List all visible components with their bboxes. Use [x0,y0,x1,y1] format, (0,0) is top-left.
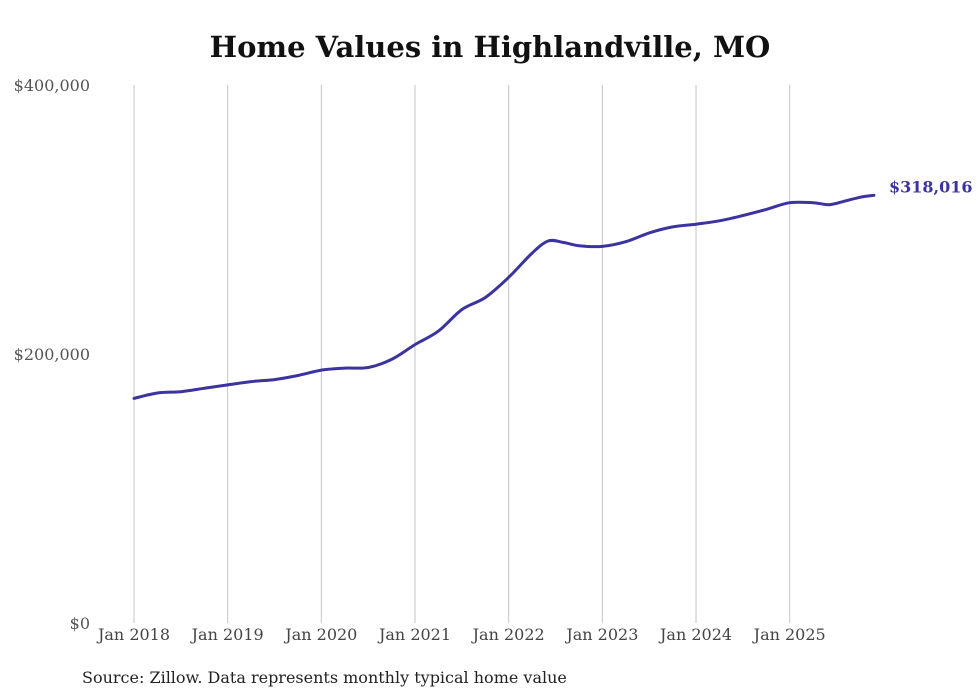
chart-title: Home Values in Highlandville, MO [209,30,771,64]
gridlines [133,85,791,623]
x-tick-label: Jan 2019 [190,625,264,644]
y-tick-label: $0 [70,614,90,633]
series-line-home-value [132,193,876,400]
x-tick-label: Jan 2022 [471,625,545,644]
x-axis-ticks: Jan 2018 Jan 2019 Jan 2020 Jan 2021 Jan 2022… [96,625,826,644]
x-tick-label: Jan 2021 [377,625,451,644]
x-tick-label: Jan 2025 [752,625,826,644]
x-tick-label: Jan 2020 [283,625,357,644]
x-tick-label: Jan 2023 [564,625,638,644]
x-tick-label: Jan 2018 [96,625,170,644]
y-axis-ticks: $0 $200,000 $400,000 [14,76,90,633]
y-tick-label: $200,000 [14,345,90,364]
x-tick-label: Jan 2024 [658,625,732,644]
y-tick-label: $400,000 [14,76,90,95]
source-note: Source: Zillow. Data represents monthly … [82,668,567,687]
end-value-label: $318,016 [889,177,973,196]
